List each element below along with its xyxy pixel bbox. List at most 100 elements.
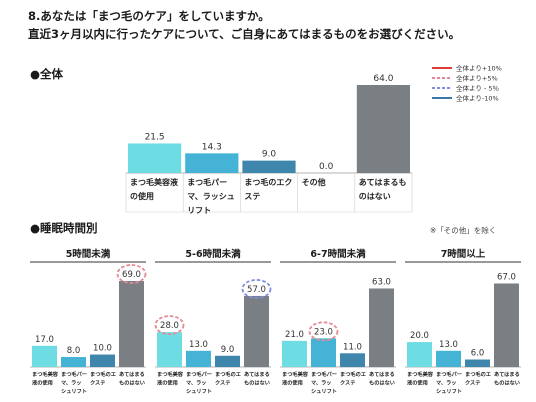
exclusion-note: ※「その他」を除く — [430, 226, 497, 235]
panel-category-label: シュリフト — [61, 388, 87, 395]
highlight-circle — [308, 321, 339, 342]
panel-bar — [340, 353, 365, 367]
panel-category-label: クステ — [215, 379, 230, 387]
panel-bar — [244, 295, 269, 367]
overall-data-label: 64.0 — [373, 74, 393, 84]
panel-data-label: 11.0 — [343, 342, 362, 352]
panel-data-label: 10.0 — [93, 344, 112, 354]
panel-bar — [157, 332, 182, 367]
panel-category-label: あてはまる — [369, 370, 395, 378]
panel-bar — [369, 288, 394, 367]
panel-bar — [494, 283, 519, 367]
overall-category-label: マ、ラッシュ — [187, 192, 235, 201]
panel-bar — [215, 355, 240, 367]
panel-title: 5時間未満 — [66, 248, 111, 260]
panel-category-label: シュリフト — [311, 388, 337, 395]
panel-data-label: 23.0 — [314, 327, 333, 337]
panel-category-label: まつ毛のエ — [215, 370, 241, 378]
overall-bar — [185, 153, 239, 173]
panel-bar — [407, 342, 432, 367]
overall-bar — [356, 85, 410, 173]
section-overall-title: ●全体 — [30, 67, 64, 81]
panel-title: 5-6時間未満 — [185, 248, 241, 260]
panel-category-label: まつ毛美容 — [157, 370, 184, 378]
panel-category-label: まつ毛のエ — [340, 370, 366, 378]
overall-category-label: ステ — [244, 192, 260, 201]
panel-category-label: まつ毛パー — [436, 370, 462, 378]
panel-bar — [436, 350, 461, 367]
panel-category-label: まつ毛美容 — [32, 370, 59, 378]
question-title-line2: 直近3ヶ月以内に行ったケアについて、ご自身にあてはまるものをお選びください。 — [28, 27, 461, 41]
legend-label: 全体より-10% — [456, 94, 499, 103]
panel-category-label: あてはまる — [119, 370, 145, 378]
overall-category-label: の使用 — [130, 191, 154, 201]
highlight-circle — [154, 315, 185, 336]
panel-data-label: 28.0 — [160, 321, 179, 331]
panel-category-label: シュリフト — [436, 388, 462, 395]
panel-data-label: 20.0 — [410, 331, 429, 341]
panel-data-label: 8.0 — [67, 346, 81, 356]
panel-data-label: 21.0 — [285, 330, 304, 340]
panel-category-label: クステ — [465, 379, 480, 387]
panel-title: 6-7時間未満 — [310, 248, 366, 260]
panel-category-label: まつ毛美容 — [407, 370, 434, 378]
panel-category-label: マ、ラッ — [311, 380, 332, 387]
panel-bar — [32, 345, 57, 367]
legend-label: 全体より+5% — [456, 74, 498, 83]
panel-category-label: まつ毛パー — [186, 370, 212, 378]
panel-category-label: まつ毛パー — [61, 370, 87, 378]
highlight-circle — [241, 279, 272, 299]
overall-category-label: その他 — [302, 177, 326, 187]
overall-category-label: まつ毛美容液 — [130, 177, 178, 187]
section-sleep-title: ●睡眠時間別 — [30, 221, 98, 235]
panel-category-label: 液の使用 — [32, 379, 53, 387]
panel-data-label: 63.0 — [372, 277, 391, 287]
panel-data-label: 9.0 — [221, 345, 235, 355]
panel-category-label: あてはまる — [494, 370, 520, 378]
panel-bar — [311, 338, 336, 367]
overall-category-label: リフト — [187, 206, 211, 215]
panel-category-label: まつ毛パー — [311, 370, 337, 378]
panel-category-label: クステ — [90, 379, 105, 387]
overall-bar — [242, 160, 296, 173]
overall-data-label: 9.0 — [262, 150, 277, 160]
panel-category-label: シュリフト — [186, 388, 212, 395]
overall-data-label: 0.0 — [319, 162, 334, 172]
overall-data-label: 21.5 — [145, 132, 165, 142]
panel-bar — [119, 281, 144, 367]
overall-category-label: のはない — [359, 192, 391, 201]
panel-data-label: 17.0 — [35, 335, 54, 345]
overall-data-label: 14.3 — [202, 142, 222, 152]
panel-category-label: あてはまる — [244, 370, 270, 378]
panel-bar — [186, 350, 211, 367]
legend-label: 全体より - 5％ — [456, 84, 499, 93]
panel-category-label: 液の使用 — [157, 379, 178, 387]
question-title-line1: 8.あなたは「まつ毛のケア」をしていますか。 — [28, 9, 270, 23]
panel-category-label: ものはない — [244, 380, 270, 387]
panel-bar — [61, 357, 86, 367]
overall-bar — [128, 143, 182, 173]
panel-category-label: マ、ラッ — [61, 380, 82, 387]
panel-data-label: 67.0 — [497, 272, 516, 282]
panel-category-label: 液の使用 — [282, 379, 303, 387]
legend-label: 全体より+10% — [456, 64, 502, 73]
panel-category-label: マ、ラッ — [186, 380, 207, 387]
panel-data-label: 57.0 — [247, 285, 266, 295]
panel-category-label: ものはない — [369, 380, 395, 387]
panel-title: 7時間以上 — [441, 248, 486, 260]
panel-data-label: 13.0 — [439, 340, 458, 350]
highlight-circle — [116, 264, 147, 284]
overall-category-label: まつ毛のエク — [244, 177, 292, 187]
panel-bar — [90, 354, 115, 367]
panel-bar — [282, 340, 307, 367]
panel-category-label: まつ毛美容 — [282, 370, 309, 378]
overall-category-label: あてはまるも — [359, 178, 407, 187]
panel-category-label: 液の使用 — [407, 379, 428, 387]
overall-category-label: まつ毛パー — [187, 177, 227, 187]
panel-category-label: マ、ラッ — [436, 380, 457, 387]
panel-category-label: まつ毛のエ — [90, 370, 116, 378]
panel-data-label: 69.0 — [122, 270, 141, 280]
panel-category-label: ものはない — [494, 380, 520, 387]
